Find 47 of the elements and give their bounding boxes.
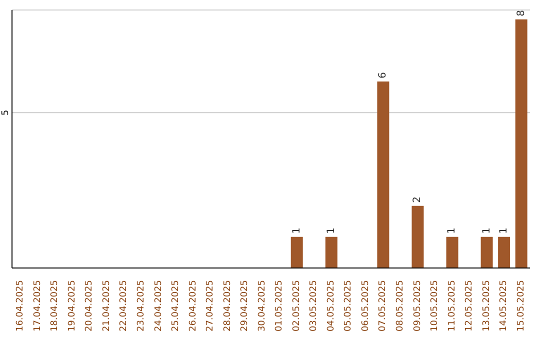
x-tick-label: 23.04.2025	[136, 280, 146, 332]
x-tick-label: 25.04.2025	[171, 280, 182, 332]
x-tick-label: 05.05.2025	[344, 280, 354, 332]
x-tick-label: 04.05.2025	[326, 280, 336, 332]
x-tick-label: 02.05.2025	[292, 280, 302, 332]
x-tick-label: 01.05.2025	[274, 280, 285, 332]
x-tick-label: 24.04.2025	[154, 280, 164, 332]
x-tick-label: 17.04.2025	[32, 280, 43, 332]
data-label: 6	[378, 72, 389, 78]
y-tick-label: 5	[1, 110, 11, 116]
bar	[498, 236, 510, 268]
x-tick-label: 16.04.2025	[16, 280, 26, 332]
x-tick-label: 12.05.2025	[464, 280, 475, 332]
data-label: 1	[291, 228, 302, 234]
x-tick-label: 19.04.2025	[67, 280, 78, 332]
x-tick-label: 13.05.2025	[482, 280, 492, 332]
x-tick-label: 10.05.2025	[430, 280, 440, 332]
x-tick-label: 30.04.2025	[257, 280, 268, 332]
x-tick-label: 06.05.2025	[360, 280, 371, 332]
x-tick-label: 22.04.2025	[119, 280, 130, 332]
x-tick-label: 09.05.2025	[412, 280, 423, 332]
x-tick-label: 18.04.2025	[50, 280, 60, 332]
data-label: 1	[326, 228, 337, 234]
x-tick-label: 08.05.2025	[396, 280, 406, 332]
data-label: 1	[498, 228, 510, 234]
x-tick-label: 03.05.2025	[309, 280, 320, 332]
bar	[377, 81, 390, 268]
bar	[325, 236, 338, 268]
x-tick-label: 14.05.2025	[499, 280, 510, 332]
data-label: 2	[412, 196, 424, 203]
bar	[480, 236, 493, 268]
x-tick-label: 26.04.2025	[188, 280, 198, 332]
data-label: 1	[446, 228, 458, 234]
bar	[412, 206, 424, 268]
x-tick-label: 21.04.2025	[102, 280, 112, 332]
x-tick-label: 28.04.2025	[222, 280, 233, 332]
bar	[515, 19, 528, 268]
x-tick-label: 11.05.2025	[447, 280, 458, 332]
data-label: 1	[481, 228, 492, 234]
x-tick-label: 07.05.2025	[378, 280, 388, 332]
bar	[446, 236, 458, 268]
bar	[290, 236, 303, 268]
x-tick-label: 29.04.2025	[240, 280, 250, 332]
x-tick-label: 20.04.2025	[84, 280, 95, 332]
data-label: 8	[516, 10, 527, 16]
x-tick-label: 15.05.2025	[516, 280, 526, 332]
x-tick-label: 27.04.2025	[206, 280, 216, 332]
